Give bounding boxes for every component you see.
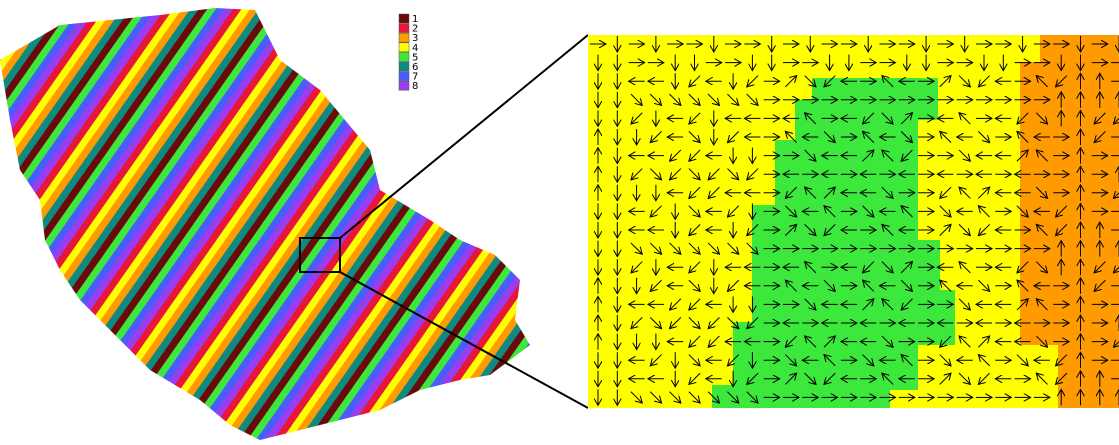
legend-swatch [399, 43, 409, 52]
legend-swatch [399, 33, 409, 42]
legend-swatch [399, 24, 409, 33]
legend-label: 8 [412, 81, 418, 92]
zoom-line [340, 35, 588, 238]
legend: 12345678 [399, 14, 418, 92]
legend-swatch [399, 72, 409, 81]
figure: 12345678 [0, 0, 1119, 445]
page: 12345678 (() => { const data = JSON.pars… [0, 0, 1119, 445]
legend-swatch [399, 81, 409, 90]
watershed [0, 8, 530, 440]
legend-swatch [399, 52, 409, 61]
zoom-panel [588, 35, 1119, 408]
legend-swatch [399, 14, 409, 23]
legend-swatch [399, 62, 409, 71]
